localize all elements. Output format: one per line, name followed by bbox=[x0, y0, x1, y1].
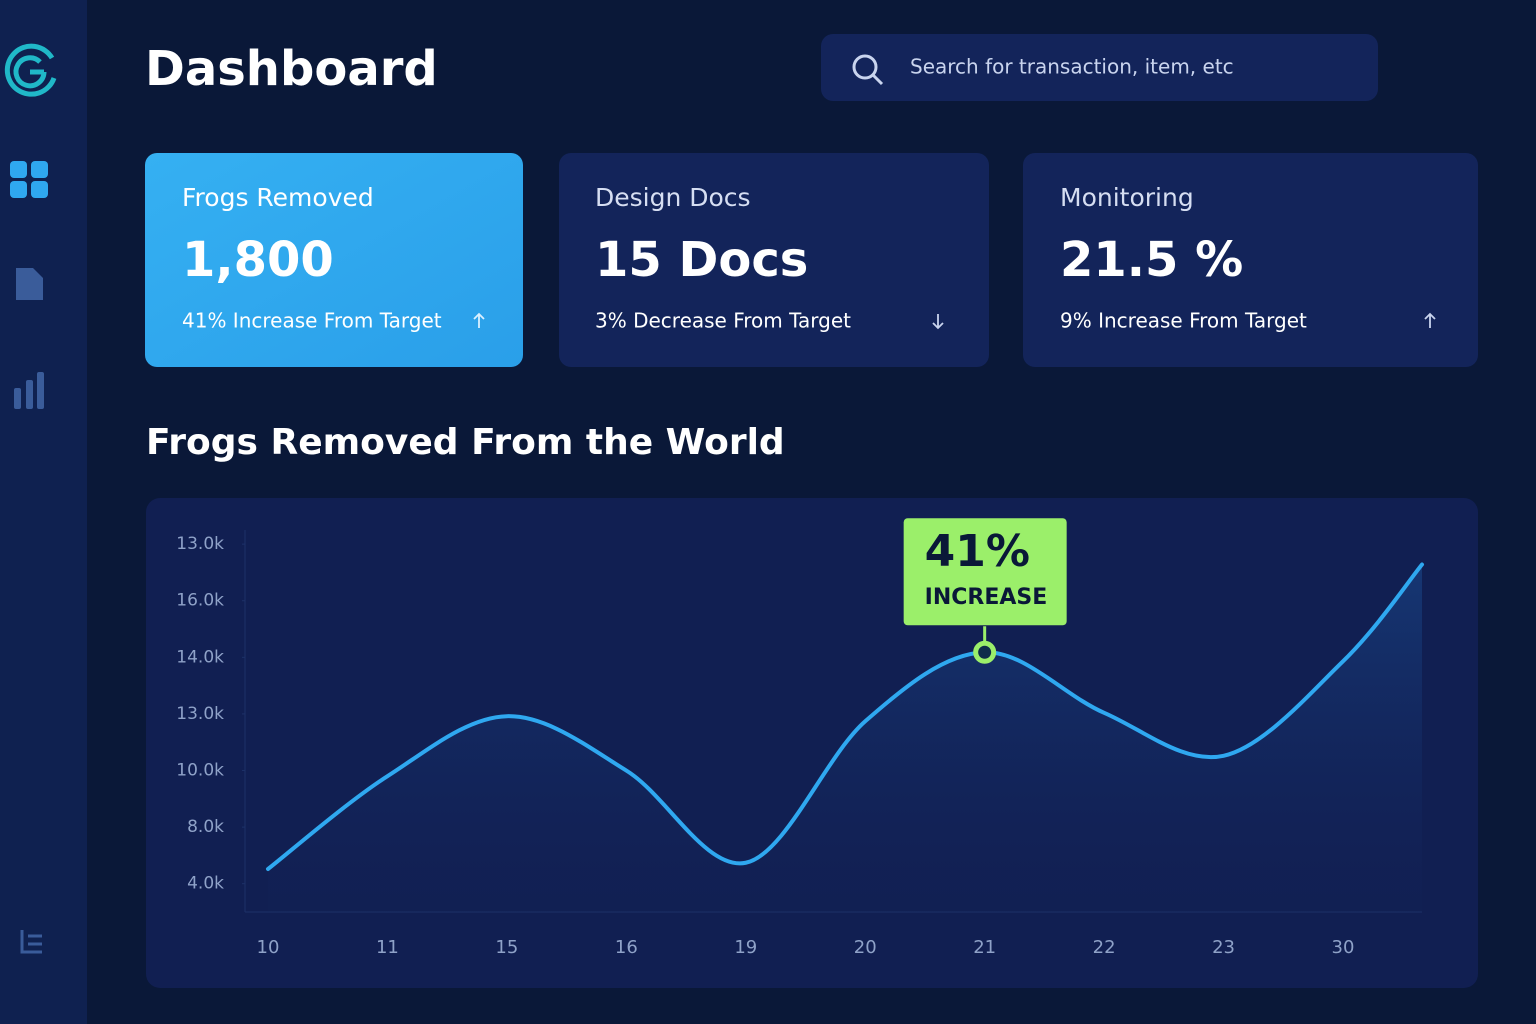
arrow-up bbox=[473, 312, 485, 328]
card-bg bbox=[145, 153, 523, 367]
card-label: Design Docs bbox=[595, 183, 751, 212]
y-tick-label: 8.0k bbox=[187, 817, 224, 837]
x-tick-label: 10 bbox=[257, 937, 280, 958]
plot: 4.0k 8.0k 10.0k 13.0k 14.0k 16.0k 13.0k 10 11 15 1… bbox=[176, 518, 1424, 958]
y-tick-label: 4.0k bbox=[187, 874, 224, 894]
arrow-up bbox=[1424, 312, 1436, 328]
card-change: 41% Increase From Target bbox=[182, 309, 442, 333]
x-tick-label: 15 bbox=[495, 937, 518, 958]
page-title: Dashboard bbox=[145, 41, 438, 97]
x-tick-label: 16 bbox=[615, 937, 638, 958]
annotation-box bbox=[903, 518, 1067, 626]
card[interactable]: Monitoring 21.5 % 9% Increase From Targe… bbox=[1023, 153, 1478, 367]
y-tick-label: 13.0k bbox=[176, 704, 224, 724]
x-tick-label: 19 bbox=[734, 937, 757, 958]
card-label: Monitoring bbox=[1060, 183, 1194, 212]
highlight-point bbox=[973, 640, 997, 664]
area-fill bbox=[268, 564, 1422, 912]
x-tick-label: 23 bbox=[1212, 937, 1235, 958]
card-change: 3% Decrease From Target bbox=[595, 309, 851, 333]
x-tick-label: 21 bbox=[973, 937, 996, 958]
annotation-value: 41% bbox=[925, 526, 1030, 577]
y-tick-label: 16.0k bbox=[176, 591, 224, 611]
card[interactable]: Frogs Removed 1,800 41% Increase From Ta… bbox=[145, 153, 523, 367]
line-series bbox=[266, 562, 1424, 871]
nav-dashboard[interactable] bbox=[10, 161, 48, 198]
nav-docs[interactable] bbox=[16, 268, 43, 300]
nav-analytics[interactable] bbox=[14, 372, 44, 409]
x-tick-label: 30 bbox=[1332, 937, 1355, 958]
x-tick-label: 20 bbox=[854, 937, 877, 958]
x-tick-label: 11 bbox=[376, 937, 399, 958]
card-label: Frogs Removed bbox=[182, 183, 374, 212]
sidebar bbox=[0, 0, 87, 1024]
y-tick-label: 13.0k bbox=[176, 534, 224, 554]
nav-settings[interactable] bbox=[20, 930, 42, 954]
y-tick-label: 10.0k bbox=[176, 761, 224, 781]
search-box[interactable] bbox=[821, 34, 1378, 101]
search-icon bbox=[852, 54, 884, 86]
card-value: 21.5 % bbox=[1060, 232, 1243, 288]
y-tick-label: 14.0k bbox=[176, 647, 224, 667]
logo[interactable] bbox=[4, 43, 57, 97]
arrow-down bbox=[932, 314, 944, 330]
search-placeholder[interactable]: Search for transaction, item, etc bbox=[910, 55, 1234, 79]
chart-title: Frogs Removed From the World bbox=[146, 422, 785, 463]
card-change: 9% Increase From Target bbox=[1060, 309, 1307, 333]
card-bg bbox=[559, 153, 989, 367]
card[interactable]: Design Docs 15 Docs 3% Decrease From Tar… bbox=[559, 153, 989, 367]
annotation-label: INCREASE bbox=[925, 585, 1048, 610]
card-bg bbox=[1023, 153, 1478, 367]
card-value: 1,800 bbox=[182, 232, 334, 288]
card-value: 15 Docs bbox=[595, 232, 808, 288]
x-tick-label: 22 bbox=[1093, 937, 1116, 958]
